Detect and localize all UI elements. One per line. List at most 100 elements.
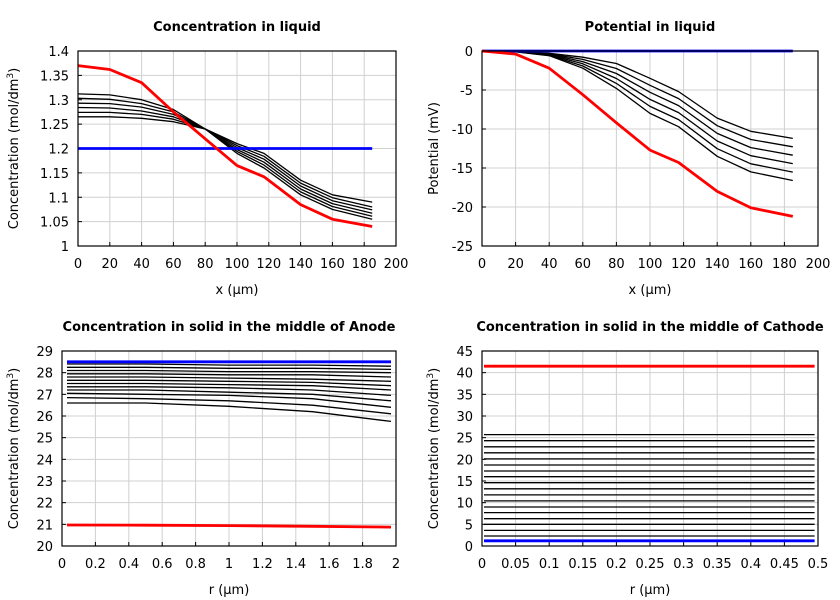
x-tick-label: 0.4: [118, 557, 139, 572]
x-tick-label: 0: [58, 557, 66, 572]
series-line-8: [77, 64, 373, 228]
chart-title: Concentration in solid in the middle of …: [476, 320, 824, 335]
y-tick-label: 40: [456, 367, 473, 382]
y-tick-label: -20: [452, 201, 473, 216]
x-tick-label: 20: [102, 257, 119, 272]
x-axis-label: x (µm): [629, 283, 672, 298]
y-tick-label: 0: [465, 45, 473, 60]
x-tick-label: 80: [197, 257, 214, 272]
y-tick-label: 15: [456, 475, 473, 490]
series-line-7: [67, 379, 392, 387]
x-tick-label: 100: [225, 257, 250, 272]
y-tick-label: 1.15: [40, 167, 69, 182]
x-tick-label: 0.45: [770, 557, 799, 572]
x-tick-label: 0.15: [568, 557, 597, 572]
x-tick-label: 0.2: [606, 557, 627, 572]
x-tick-label: 120: [671, 257, 696, 272]
x-tick-label: 80: [608, 257, 625, 272]
x-tick-label: 0.3: [673, 557, 694, 572]
x-tick-label: 140: [288, 257, 313, 272]
x-tick-label: 0.4: [740, 557, 761, 572]
x-tick-label: 180: [772, 257, 797, 272]
y-tick-label: 1.1: [48, 191, 69, 206]
y-tick-label: -15: [452, 162, 473, 177]
y-axis-label-text: Concentration (mol/dm: [427, 379, 442, 530]
x-tick-label: 0.2: [85, 557, 106, 572]
series-line-4: [481, 50, 793, 165]
series-line-2: [78, 111, 373, 208]
y-tick-label: 24: [36, 453, 53, 468]
y-tick-label: -10: [452, 123, 473, 138]
series-line-6: [77, 93, 373, 220]
x-tick-label: 200: [806, 257, 831, 272]
y-axis-label-text: Concentration (mol/dm: [7, 379, 22, 530]
x-tick-label: 1.6: [319, 557, 340, 572]
y-tick-label: 21: [36, 518, 53, 533]
x-tick-label: 160: [320, 257, 345, 272]
x-tick-label: 1.8: [352, 557, 373, 572]
y-tick-label: 20: [456, 453, 473, 468]
x-tick-label: 100: [638, 257, 663, 272]
y-tick-label: 25: [456, 432, 473, 447]
y-axis-label-text: Concentration (mol/dm: [7, 79, 22, 230]
x-tick-label: 180: [352, 257, 377, 272]
x-axis-label: r (µm): [630, 583, 671, 598]
y-axis-label-superscript: 3: [6, 373, 16, 379]
series-line-2: [66, 396, 392, 415]
y-tick-label: 26: [36, 410, 53, 425]
y-tick-label: 0: [465, 540, 473, 555]
x-tick-label: 60: [575, 257, 592, 272]
x-tick-label: 40: [541, 257, 558, 272]
y-tick-label: 23: [36, 475, 53, 490]
y-tick-label: -5: [460, 84, 473, 99]
chart-title: Concentration in liquid: [153, 20, 321, 35]
x-tick-label: 0.25: [636, 557, 665, 572]
y-tick-label: 29: [36, 345, 53, 360]
series-line-11: [67, 366, 392, 371]
y-tick-label: 45: [456, 345, 473, 360]
y-axis-label-end: ): [427, 368, 442, 373]
y-tick-label: 1: [61, 240, 69, 255]
x-axis-label: r (µm): [209, 583, 250, 598]
series-line-5: [77, 97, 373, 217]
y-axis-label: Concentration (mol/dm3): [6, 368, 22, 530]
y-tick-label: 1.4: [48, 45, 69, 60]
y-tick-label: 22: [36, 497, 53, 512]
series-line-3: [66, 392, 392, 408]
series-line-3: [77, 106, 373, 211]
subplot-1: 0 20 40 60 80 100 120 140 160 180 200 1 1.05 1.1 1.15 1…: [6, 20, 408, 298]
series-line-12: [67, 363, 392, 367]
series-line-1: [481, 50, 793, 140]
x-tick-label: 0.8: [185, 557, 206, 572]
subplot-2: 0 20 40 60 80 100 120 140 160 180 200 -25 -20 -15 -10 -…: [427, 20, 830, 298]
y-axis-label: Concentration (mol/dm3): [6, 68, 22, 230]
y-axis-label-end: ): [7, 368, 22, 373]
subplot-3: 0 0.2 0.4 0.6 0.8 1 1.2 1.4 1.6 1.8 2 20 21 22 23 24 25 2…: [6, 320, 400, 598]
x-tick-label: 0.6: [152, 557, 173, 572]
y-tick-label: 28: [36, 367, 53, 382]
subplot-4: 0 0.05 0.1 0.15 0.2 0.25 0.3 0.35 0.4 0.45 0.5 0 5 10…: [426, 320, 828, 598]
x-tick-label: 60: [165, 257, 182, 272]
series-line-10: [67, 369, 392, 374]
y-axis-label: Potential (mV): [427, 102, 442, 195]
x-tick-label: 120: [256, 257, 281, 272]
x-tick-label: 0.05: [501, 557, 530, 572]
series-line-9: [67, 373, 392, 378]
plot-frame: [77, 50, 397, 247]
y-tick-label: 20: [36, 540, 53, 555]
x-tick-label: 40: [133, 257, 150, 272]
plot-frame: [481, 350, 819, 547]
series-line-6: [67, 382, 392, 391]
y-axis-label-text: Potential (mV): [427, 102, 442, 195]
chart-title: Potential in liquid: [585, 20, 716, 35]
x-tick-label: 1.4: [285, 557, 306, 572]
plot-frame: [61, 350, 397, 547]
series-line-1: [78, 116, 373, 203]
x-tick-label: 2: [392, 557, 400, 572]
series-line-4: [67, 389, 392, 402]
y-tick-label: 27: [36, 388, 53, 403]
series-line-14: [66, 523, 392, 529]
x-tick-label: 160: [738, 257, 763, 272]
x-tick-label: 0: [478, 557, 486, 572]
